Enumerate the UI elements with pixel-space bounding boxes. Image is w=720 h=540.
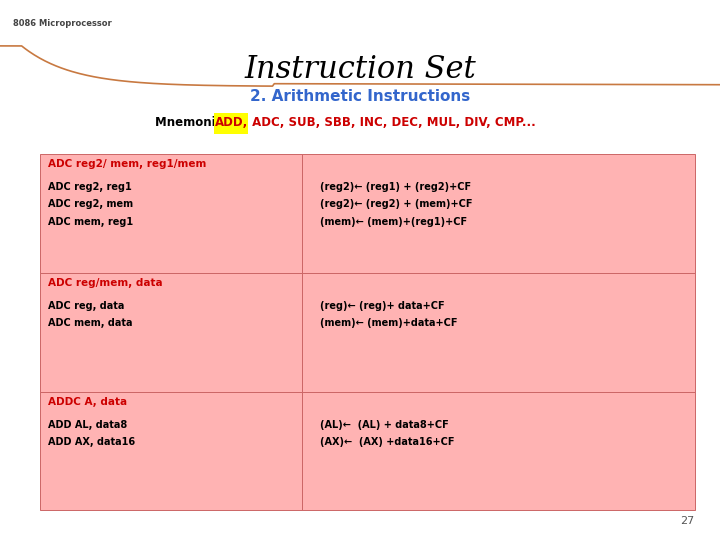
Text: ADC mem, reg1: ADC mem, reg1: [48, 217, 133, 227]
Text: (mem)← (mem)+data+CF: (mem)← (mem)+data+CF: [320, 318, 458, 328]
Bar: [214, 113, 248, 134]
Text: ADC reg2/ mem, reg1/mem: ADC reg2/ mem, reg1/mem: [48, 159, 207, 170]
Bar: [40, 154, 302, 273]
Text: ADC reg/mem, data: ADC reg/mem, data: [48, 278, 163, 288]
Bar: [302, 273, 695, 392]
Text: ADC reg, data: ADC reg, data: [48, 301, 125, 311]
Bar: [302, 392, 695, 510]
Bar: [40, 392, 302, 510]
Text: ADD AL, data8: ADD AL, data8: [48, 420, 127, 430]
Text: 2. Arithmetic Instructions: 2. Arithmetic Instructions: [250, 89, 470, 104]
Text: 8086 Microprocessor: 8086 Microprocessor: [13, 19, 112, 28]
Bar: [302, 154, 695, 273]
Text: ADC reg2, mem: ADC reg2, mem: [48, 199, 133, 210]
Text: (reg)← (reg)+ data+CF: (reg)← (reg)+ data+CF: [320, 301, 445, 311]
Text: (reg2)← (reg2) + (mem)+CF: (reg2)← (reg2) + (mem)+CF: [320, 199, 473, 210]
Text: ADD AX, data16: ADD AX, data16: [48, 437, 135, 447]
Text: 27: 27: [680, 516, 695, 526]
Text: (mem)← (mem)+(reg1)+CF: (mem)← (mem)+(reg1)+CF: [320, 217, 467, 227]
Text: ADC mem, data: ADC mem, data: [48, 318, 132, 328]
Text: ADDC A, data: ADDC A, data: [48, 397, 127, 407]
Text: Mnemonics:: Mnemonics:: [155, 116, 238, 129]
Text: (AX)←  (AX) +data16+CF: (AX)← (AX) +data16+CF: [320, 437, 455, 447]
Bar: [40, 273, 302, 392]
Text: ADC reg2, reg1: ADC reg2, reg1: [48, 182, 132, 192]
Text: Instruction Set: Instruction Set: [244, 54, 476, 85]
Text: ADC, SUB, SBB, INC, DEC, MUL, DIV, CMP...: ADC, SUB, SBB, INC, DEC, MUL, DIV, CMP..…: [248, 116, 536, 129]
Text: (reg2)← (reg1) + (reg2)+CF: (reg2)← (reg1) + (reg2)+CF: [320, 182, 472, 192]
Text: ADD,: ADD,: [215, 116, 248, 129]
Text: (AL)←  (AL) + data8+CF: (AL)← (AL) + data8+CF: [320, 420, 449, 430]
